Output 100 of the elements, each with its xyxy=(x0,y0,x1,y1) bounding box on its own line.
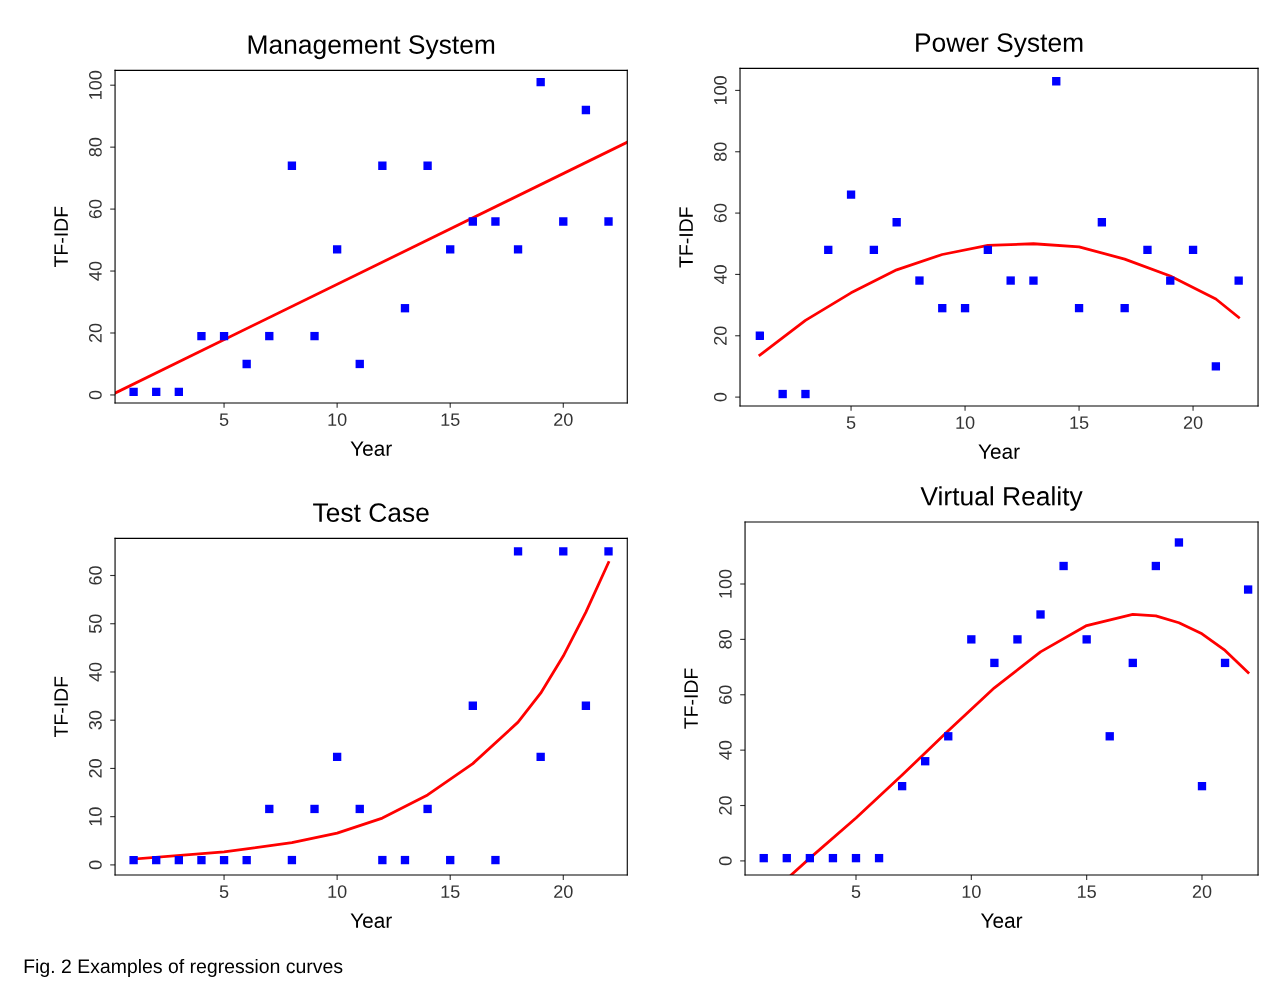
point xyxy=(378,855,387,865)
point xyxy=(1036,610,1045,619)
x-tick-label: 20 xyxy=(1192,885,1212,899)
y-tick-label: 20 xyxy=(713,326,727,345)
point xyxy=(1166,276,1175,285)
x-tick-label: 10 xyxy=(962,885,981,899)
y-tick-label: 50 xyxy=(88,614,102,634)
y-tick-label: 100 xyxy=(718,569,732,598)
point xyxy=(152,855,161,865)
y-tick-label: 60 xyxy=(88,199,102,219)
point xyxy=(604,547,613,556)
y-axis-title: TF-IDF xyxy=(54,206,68,267)
y-tick-label: 60 xyxy=(88,566,102,585)
point xyxy=(129,855,138,865)
point xyxy=(446,245,455,254)
point xyxy=(1151,561,1161,571)
point xyxy=(310,331,319,341)
point xyxy=(782,853,791,863)
point xyxy=(468,701,477,710)
point xyxy=(1052,77,1061,86)
point xyxy=(1188,245,1198,255)
point xyxy=(536,752,545,762)
y-tick-label: 40 xyxy=(88,261,102,281)
line-series xyxy=(790,613,1250,876)
x-axis-title: Year xyxy=(978,444,1020,459)
point xyxy=(1097,218,1107,227)
point xyxy=(536,77,545,87)
y-tick-label: 80 xyxy=(88,137,102,157)
point xyxy=(801,389,810,399)
point xyxy=(824,245,833,255)
point xyxy=(219,331,229,341)
y-tick-label: 10 xyxy=(88,807,102,826)
point xyxy=(846,190,856,199)
point xyxy=(242,855,251,865)
y-tick-label: 100 xyxy=(713,76,727,105)
x-tick-label: 5 xyxy=(219,413,229,426)
x-tick-label: 15 xyxy=(441,885,460,899)
y-tick-label: 80 xyxy=(718,630,732,649)
point xyxy=(400,855,410,865)
point xyxy=(874,853,884,863)
y-tick-label: 0 xyxy=(88,860,102,870)
point xyxy=(355,359,364,369)
point xyxy=(1105,732,1114,741)
point xyxy=(1029,276,1038,285)
point xyxy=(869,245,879,255)
point xyxy=(152,387,161,397)
point xyxy=(1082,635,1091,644)
point xyxy=(1128,658,1137,668)
point xyxy=(944,732,953,741)
point xyxy=(805,853,815,863)
x-tick-label: 10 xyxy=(956,416,975,429)
y-tick-label: 20 xyxy=(88,759,102,778)
point xyxy=(1211,362,1221,371)
point xyxy=(513,547,523,556)
x-tick-label: 10 xyxy=(328,413,347,426)
x-axis-title: Year xyxy=(350,441,392,456)
line-series xyxy=(758,242,1241,357)
point xyxy=(1197,781,1207,791)
point xyxy=(1220,658,1230,668)
point xyxy=(1074,303,1084,313)
point xyxy=(513,245,523,254)
y-tick-label: 40 xyxy=(718,740,732,760)
chart-title: Virtual Reality xyxy=(920,486,1083,511)
point xyxy=(332,245,342,254)
point xyxy=(1006,276,1015,285)
point xyxy=(446,855,455,865)
point xyxy=(983,245,993,255)
point xyxy=(581,105,591,115)
chart-title: Test Case xyxy=(313,503,429,522)
point xyxy=(755,331,765,340)
point xyxy=(491,855,500,865)
point xyxy=(310,804,319,814)
point xyxy=(287,855,297,865)
point xyxy=(242,359,251,369)
y-tick-label: 100 xyxy=(88,70,102,99)
point xyxy=(559,547,568,556)
point xyxy=(990,658,999,668)
point xyxy=(174,855,183,865)
point xyxy=(967,635,976,644)
point xyxy=(197,855,206,865)
y-axis-title: TF-IDF xyxy=(684,668,698,729)
y-tick-label: 60 xyxy=(718,685,732,704)
y-axis-title: TF-IDF xyxy=(679,207,693,268)
point xyxy=(1013,635,1022,644)
point xyxy=(897,781,907,791)
point xyxy=(851,853,861,863)
point xyxy=(1143,245,1152,255)
point xyxy=(581,701,591,710)
point xyxy=(355,804,364,814)
x-tick-label: 5 xyxy=(219,885,229,899)
y-tick-label: 20 xyxy=(718,796,732,815)
y-tick-label: 40 xyxy=(713,265,727,285)
chart-title: Management System xyxy=(248,35,495,60)
y-tick-label: 80 xyxy=(713,142,727,162)
x-tick-label: 15 xyxy=(441,413,460,426)
y-tick-label: 0 xyxy=(718,856,732,866)
point xyxy=(1059,561,1068,571)
point xyxy=(1174,538,1184,547)
point xyxy=(921,757,930,766)
y-axis-title: TF-IDF xyxy=(54,676,68,738)
